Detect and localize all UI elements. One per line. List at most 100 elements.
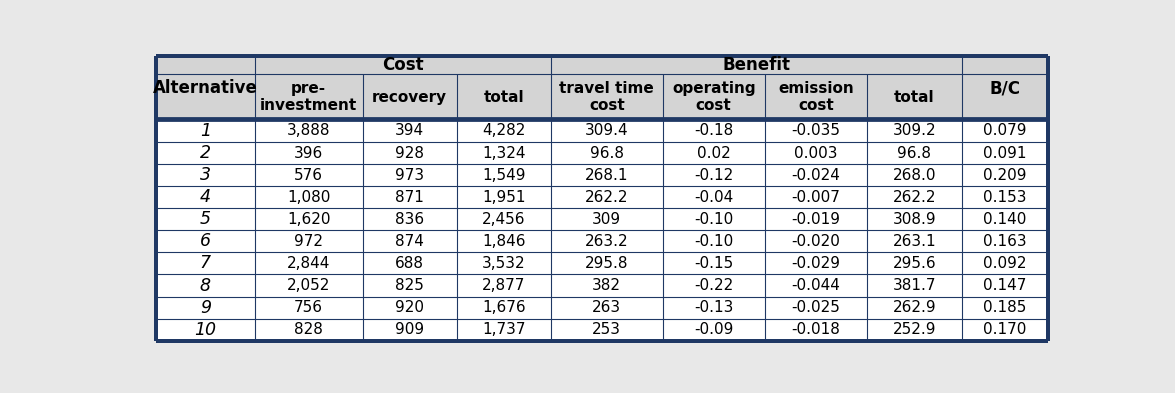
Text: 1,620: 1,620 <box>287 212 330 227</box>
Text: 309: 309 <box>592 212 622 227</box>
Text: total: total <box>894 90 935 105</box>
Text: 836: 836 <box>395 212 424 227</box>
Text: Benefit: Benefit <box>723 56 791 74</box>
Text: total: total <box>484 90 524 105</box>
Text: 756: 756 <box>294 300 323 315</box>
Text: 2,052: 2,052 <box>287 278 330 293</box>
Text: 1,080: 1,080 <box>287 190 330 205</box>
Bar <box>156 319 1048 341</box>
Text: 268.1: 268.1 <box>585 168 629 183</box>
Text: 0.163: 0.163 <box>983 234 1027 249</box>
Text: 3,532: 3,532 <box>482 256 525 271</box>
Text: 825: 825 <box>395 278 424 293</box>
Text: -0.10: -0.10 <box>694 234 733 249</box>
Text: 8: 8 <box>200 277 210 294</box>
Text: 1,951: 1,951 <box>482 190 525 205</box>
Text: -0.029: -0.029 <box>792 256 840 271</box>
Text: 0.091: 0.091 <box>983 145 1027 161</box>
Text: 96.8: 96.8 <box>898 145 932 161</box>
Text: 688: 688 <box>395 256 424 271</box>
Bar <box>156 56 1048 74</box>
Text: pre-
investment: pre- investment <box>260 81 357 113</box>
Bar <box>156 297 1048 319</box>
Text: 2,844: 2,844 <box>287 256 330 271</box>
Text: 1: 1 <box>200 122 210 140</box>
Text: 253: 253 <box>592 322 622 337</box>
Text: -0.007: -0.007 <box>792 190 840 205</box>
Text: 263.1: 263.1 <box>893 234 936 249</box>
Text: travel time
cost: travel time cost <box>559 81 654 113</box>
Text: 0.02: 0.02 <box>697 145 731 161</box>
Text: 396: 396 <box>294 145 323 161</box>
Text: 262.2: 262.2 <box>585 190 629 205</box>
Text: 0.147: 0.147 <box>983 278 1027 293</box>
Text: 382: 382 <box>592 278 622 293</box>
Text: 262.9: 262.9 <box>893 300 936 315</box>
Text: 0.209: 0.209 <box>983 168 1027 183</box>
Text: 928: 928 <box>395 145 424 161</box>
Text: 1,846: 1,846 <box>482 234 525 249</box>
Text: 973: 973 <box>395 168 424 183</box>
Text: -0.09: -0.09 <box>694 322 733 337</box>
Text: 1,324: 1,324 <box>482 145 525 161</box>
Text: -0.020: -0.020 <box>792 234 840 249</box>
Text: 263.2: 263.2 <box>585 234 629 249</box>
Text: 1,737: 1,737 <box>482 322 525 337</box>
Bar <box>156 74 1048 120</box>
Text: 5: 5 <box>200 210 210 228</box>
Text: 6: 6 <box>200 232 210 250</box>
Text: 295.8: 295.8 <box>585 256 629 271</box>
Text: -0.13: -0.13 <box>694 300 733 315</box>
Text: 828: 828 <box>294 322 323 337</box>
Text: 0.140: 0.140 <box>983 212 1027 227</box>
Text: 2,456: 2,456 <box>482 212 525 227</box>
Text: recovery: recovery <box>372 90 448 105</box>
Text: 1,676: 1,676 <box>482 300 525 315</box>
Bar <box>156 274 1048 297</box>
Text: 262.2: 262.2 <box>893 190 936 205</box>
Text: operating
cost: operating cost <box>672 81 756 113</box>
Text: -0.18: -0.18 <box>694 123 733 138</box>
Text: 252.9: 252.9 <box>893 322 936 337</box>
Bar <box>156 120 1048 142</box>
Text: 96.8: 96.8 <box>590 145 624 161</box>
Text: 7: 7 <box>200 254 210 272</box>
Text: 874: 874 <box>395 234 424 249</box>
Text: -0.018: -0.018 <box>792 322 840 337</box>
Text: 10: 10 <box>194 321 216 339</box>
Text: 972: 972 <box>294 234 323 249</box>
Bar <box>156 186 1048 208</box>
Text: Cost: Cost <box>382 56 424 74</box>
Text: -0.12: -0.12 <box>694 168 733 183</box>
Text: -0.04: -0.04 <box>694 190 733 205</box>
Text: -0.025: -0.025 <box>792 300 840 315</box>
Text: 4: 4 <box>200 188 210 206</box>
Text: -0.035: -0.035 <box>792 123 840 138</box>
Bar <box>156 142 1048 164</box>
Text: 3,888: 3,888 <box>287 123 330 138</box>
Text: 0.153: 0.153 <box>983 190 1027 205</box>
Text: 2: 2 <box>200 144 210 162</box>
Text: 909: 909 <box>395 322 424 337</box>
Text: 871: 871 <box>395 190 424 205</box>
Text: B/C: B/C <box>989 79 1020 97</box>
Text: 0.170: 0.170 <box>983 322 1027 337</box>
Text: 0.092: 0.092 <box>983 256 1027 271</box>
Text: 920: 920 <box>395 300 424 315</box>
Text: 268.0: 268.0 <box>893 168 936 183</box>
Text: 0.079: 0.079 <box>983 123 1027 138</box>
Text: 295.6: 295.6 <box>893 256 936 271</box>
Text: 3: 3 <box>200 166 210 184</box>
Text: 1,549: 1,549 <box>482 168 525 183</box>
Text: -0.019: -0.019 <box>792 212 840 227</box>
Text: 9: 9 <box>200 299 210 317</box>
Bar <box>156 208 1048 230</box>
Text: 394: 394 <box>395 123 424 138</box>
Text: -0.044: -0.044 <box>792 278 840 293</box>
Text: -0.15: -0.15 <box>694 256 733 271</box>
Text: 2,877: 2,877 <box>482 278 525 293</box>
Bar <box>156 164 1048 186</box>
Text: 309.2: 309.2 <box>893 123 936 138</box>
Text: 0.003: 0.003 <box>794 145 838 161</box>
Text: 309.4: 309.4 <box>585 123 629 138</box>
